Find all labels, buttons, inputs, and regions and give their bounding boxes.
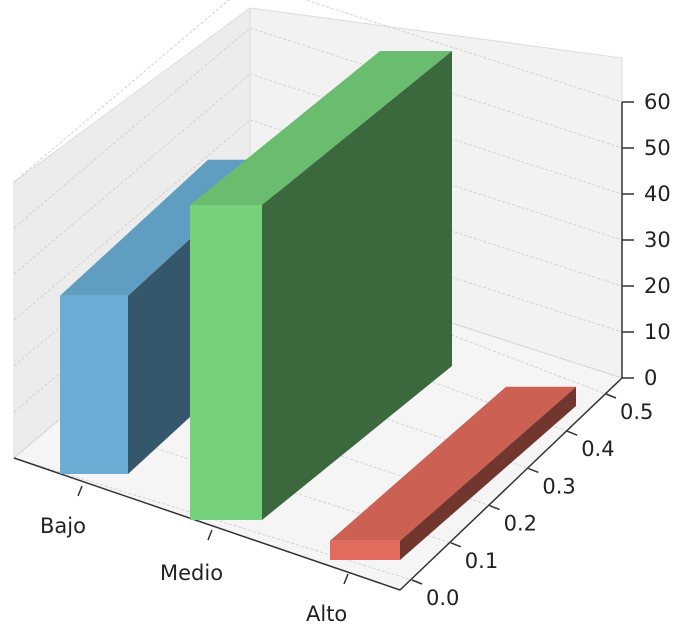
value-tick-label: 30 [644,228,671,252]
depth-tick-mark [489,504,500,511]
category-axis-line [13,457,401,591]
grid-line-z-left [13,73,251,275]
depth-axis-line [399,377,623,591]
category-tick-mark [343,573,349,585]
depth-tick-label: 0.5 [620,400,653,424]
depth-tick-label: 0.2 [504,512,537,536]
bar-front-face [60,295,128,474]
grid-line-z-left [13,119,251,321]
category-label-alto: Alto [306,602,347,626]
value-tick-label: 10 [644,320,671,344]
depth-tick-mark [566,430,578,436]
depth-tick-mark [411,579,423,585]
category-label-medio: Medio [160,561,223,585]
bar-medio [190,51,452,520]
bar-alto [330,386,576,560]
value-tick-label: 40 [644,182,671,206]
value-tick-label: 50 [644,136,671,160]
grid-line-z [304,0,623,103]
value-tick-label: 20 [644,274,671,298]
depth-tick-label: 0.4 [581,437,614,461]
depth-tick-mark [528,467,539,474]
category-label-bajo: Bajo [40,514,86,538]
depth-tick-label: 0.0 [426,586,459,610]
bars [60,51,576,560]
bar-front-face [190,205,262,520]
bar-top-face [330,386,576,541]
axis-ticks: 0 10 20 30 40 50 60 0.00.10.20.30.40.5 Bajo Medio… [40,90,671,626]
depth-tick-mark [605,393,617,399]
grid-line-z-left [13,27,251,229]
bar-top-face [190,51,452,205]
bar-side-face [400,386,576,560]
value-tick-label: 60 [644,90,671,114]
grid-line-z-left [13,0,230,183]
depth-tick-mark [450,542,462,548]
category-tick-mark [77,485,83,497]
category-tick-mark [207,529,213,541]
value-tick-label: 0 [644,366,657,390]
bar-side-face [262,51,452,520]
depth-tick-label: 0.1 [465,549,498,573]
depth-tick-label: 0.3 [542,474,575,498]
bar-front-face [330,540,400,560]
